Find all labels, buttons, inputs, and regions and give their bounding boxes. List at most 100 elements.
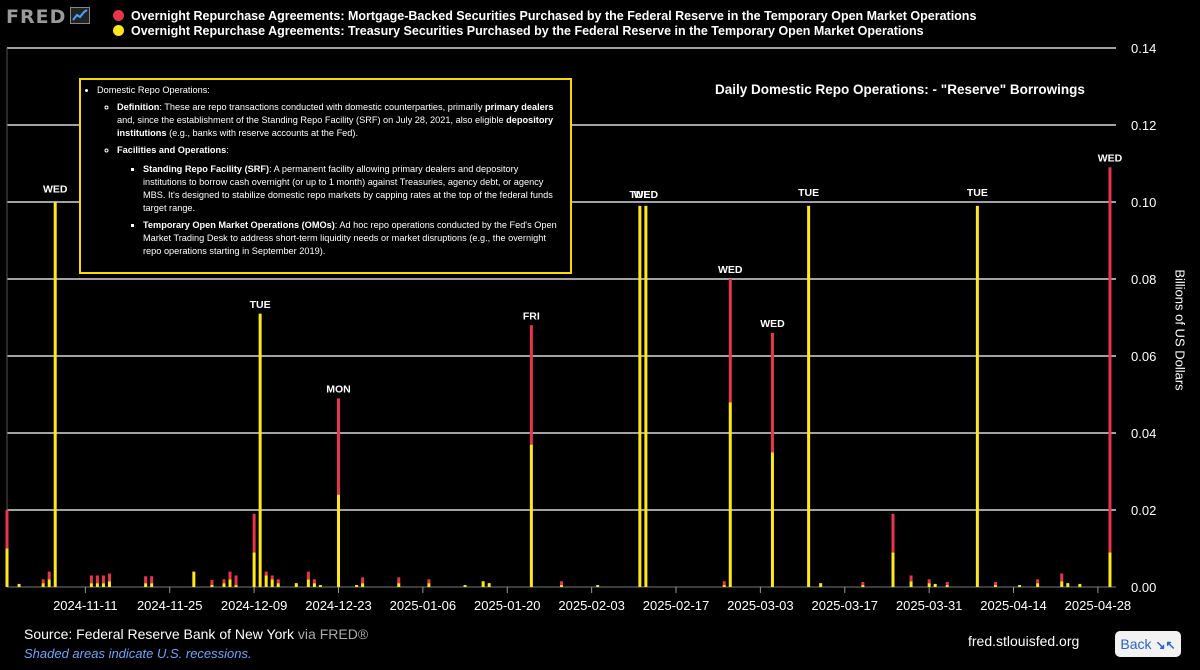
bar-mbs: [107, 573, 111, 582]
bar-treasury: [722, 585, 726, 587]
bar-mbs: [264, 571, 268, 576]
day-label: TUE: [967, 187, 988, 199]
fred-logo[interactable]: FRED: [6, 6, 91, 28]
bar-treasury: [807, 205, 811, 587]
y-tick-label: 0.00: [1131, 580, 1156, 595]
bar-treasury: [933, 583, 937, 587]
bar-mbs: [861, 581, 865, 586]
bar-mbs: [993, 581, 997, 586]
bar-treasury: [5, 548, 9, 587]
x-tick-label: 2024-12-23: [305, 598, 372, 613]
bar-treasury: [1036, 583, 1040, 587]
bar-treasury: [481, 581, 485, 587]
bar-mbs: [891, 513, 895, 553]
y-tick-label: 0.04: [1131, 426, 1156, 441]
bar-treasury: [312, 583, 316, 587]
bar-treasury: [361, 583, 365, 587]
logo-text: FRED: [6, 6, 67, 28]
bar-treasury: [638, 205, 642, 587]
bar-treasury: [596, 585, 600, 587]
legend-item-mbs[interactable]: Overnight Repurchase Agreements: Mortgag…: [113, 9, 976, 23]
bar-treasury: [355, 585, 359, 587]
bar-mbs: [927, 579, 931, 584]
bar-treasury: [1078, 583, 1082, 587]
back-button[interactable]: Back ↘↖: [1115, 631, 1181, 657]
bar-treasury: [144, 583, 148, 587]
bar-treasury: [861, 585, 865, 587]
bar-treasury: [150, 583, 154, 587]
bar-treasury: [192, 571, 196, 587]
x-tick-label: 2025-03-03: [727, 598, 794, 613]
annotation-facilities: Facilities and Operations: Standing Repo…: [117, 144, 564, 258]
bar-treasury: [770, 452, 774, 587]
y-tick-labels: 0.00 0.02 0.04 0.06 0.08 0.10 0.12 0.14: [1131, 41, 1156, 595]
bar-mbs: [306, 571, 310, 580]
bar-mbs: [89, 575, 93, 584]
bar-mbs: [210, 580, 214, 585]
day-label: WED: [43, 183, 68, 195]
bar-treasury: [529, 444, 533, 587]
bars: [5, 167, 1112, 587]
bar-mbs: [95, 575, 99, 584]
bar-mbs: [5, 510, 9, 549]
bar-mbs: [1036, 579, 1040, 584]
annotation-heading: Domestic Repo Operations: Definition: Th…: [97, 84, 564, 258]
bar-mbs: [770, 332, 774, 453]
bar-treasury: [463, 585, 467, 587]
bar-mbs: [1108, 167, 1112, 553]
legend-treasury-dot: [113, 25, 124, 36]
day-label: FRI: [523, 310, 540, 322]
bar-treasury: [1108, 552, 1112, 587]
y-tick-label: 0.02: [1131, 503, 1156, 518]
source-text[interactable]: Source: Federal Reserve Bank of New York: [24, 626, 295, 642]
bar-treasury: [89, 583, 93, 587]
y-tick-label: 0.08: [1131, 272, 1156, 287]
bar-mbs: [101, 575, 105, 584]
bar-mbs: [397, 577, 401, 584]
annotation-omo: Temporary Open Market Operations (OMOs):…: [143, 219, 564, 258]
legend-mbs-label: Overnight Repurchase Agreements: Mortgag…: [131, 9, 977, 23]
y-tick-label: 0.06: [1131, 349, 1156, 364]
bar-treasury: [644, 205, 648, 587]
x-tick-labels: 2024-11-11 2024-11-25 2024-12-09 2024-12-23…: [53, 587, 1131, 613]
bar-treasury: [975, 205, 979, 587]
fred-site-link[interactable]: fred.stlouisfed.org: [968, 633, 1080, 649]
day-label: WED: [760, 318, 785, 330]
bar-mbs: [728, 279, 732, 403]
recession-note: Shaded areas indicate U.S. recessions.: [24, 646, 252, 661]
day-label: WED: [634, 189, 659, 201]
bar-treasury: [560, 585, 563, 587]
bar-treasury: [53, 202, 57, 587]
bar-treasury: [945, 585, 949, 587]
bar-mbs: [270, 575, 274, 580]
bar-treasury: [17, 583, 21, 587]
bar-mbs: [150, 576, 154, 584]
bar-treasury: [276, 583, 280, 587]
line-chart-icon: [70, 7, 91, 24]
bar-treasury: [891, 552, 895, 587]
bar-treasury: [228, 579, 232, 587]
bar-treasury: [222, 583, 226, 587]
x-tick-label: 2024-12-09: [221, 598, 288, 613]
bar-mbs: [945, 581, 949, 586]
legend-mbs-dot: [113, 10, 124, 21]
y-tick-label: 0.12: [1131, 118, 1156, 133]
day-label: TUE: [798, 187, 819, 199]
bar-mbs: [144, 576, 148, 584]
bar-treasury: [258, 313, 262, 587]
x-tick-label: 2025-01-06: [390, 598, 457, 613]
bar-treasury: [95, 583, 99, 587]
bar-treasury: [927, 583, 931, 587]
via-fred: via FRED®: [294, 626, 369, 642]
bar-treasury: [909, 581, 913, 587]
header: FRED Overnight Repurchase Agreements: Mo…: [0, 0, 1200, 44]
x-tick-label: 2025-02-03: [558, 598, 625, 613]
bar-mbs: [336, 398, 340, 495]
y-tick-label: 0.10: [1131, 195, 1156, 210]
x-tick-label: 2025-04-14: [980, 598, 1047, 613]
bar-treasury: [819, 583, 823, 587]
bar-mbs: [234, 575, 238, 586]
bar-treasury: [1060, 581, 1064, 587]
legend-item-treasury[interactable]: Overnight Repurchase Agreements: Treasur…: [113, 24, 924, 38]
day-label: TUE: [250, 299, 271, 311]
